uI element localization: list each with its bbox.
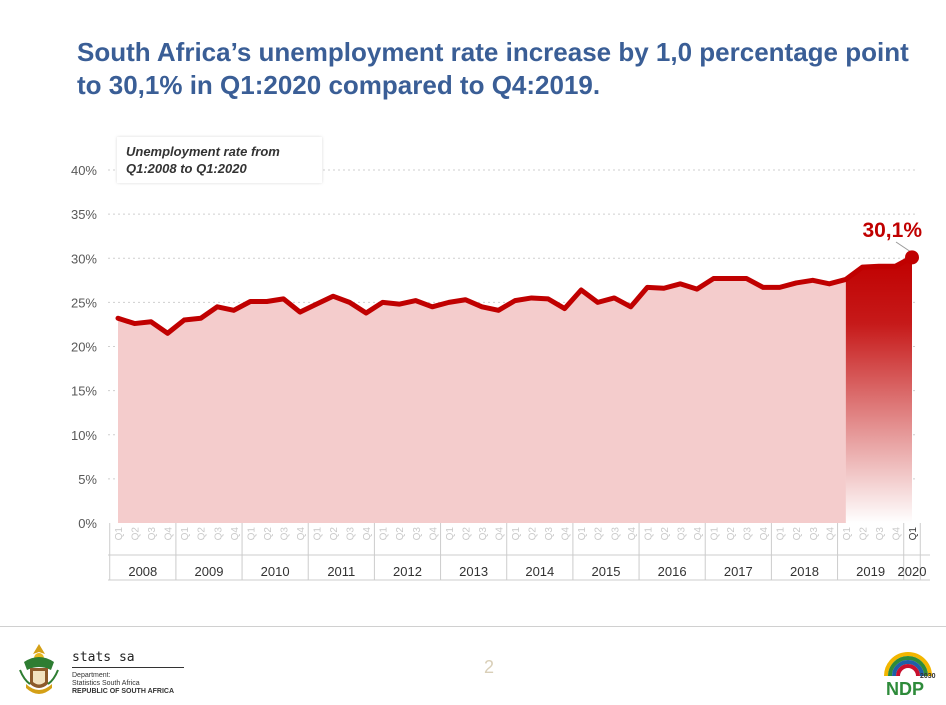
page-title: South Africa’s unemployment rate increas… bbox=[77, 37, 909, 100]
ndp-year: 2030 bbox=[920, 673, 936, 680]
x-year-label: 2017 bbox=[724, 564, 753, 579]
x-year-label: 2012 bbox=[393, 564, 422, 579]
series-line-group: 30,1% bbox=[115, 219, 922, 336]
x-year-label: 2009 bbox=[195, 564, 224, 579]
stats-sa-brand: stats sa bbox=[72, 650, 135, 665]
y-tick-label: 35% bbox=[71, 207, 97, 222]
x-quarter-label: Q4 bbox=[164, 527, 175, 541]
callout-leader bbox=[895, 241, 911, 252]
x-quarter-label: Q3 bbox=[412, 527, 423, 541]
last-point-marker bbox=[905, 250, 919, 265]
y-tick-label: 20% bbox=[71, 340, 97, 355]
x-year-label: 2016 bbox=[658, 564, 687, 579]
x-quarter-label: Q4 bbox=[825, 527, 836, 541]
x-quarter-label: Q3 bbox=[478, 527, 489, 541]
x-quarter-label: Q3 bbox=[610, 527, 621, 541]
x-quarter-label: Q4 bbox=[230, 527, 241, 541]
y-tick-label: 30% bbox=[71, 251, 97, 266]
y-tick-label: 25% bbox=[71, 295, 97, 310]
x-quarter-label: Q3 bbox=[147, 527, 158, 541]
x-quarter-label: Q2 bbox=[528, 527, 539, 541]
highlight-area bbox=[845, 257, 912, 523]
x-quarter-label: Q1 bbox=[445, 527, 456, 541]
x-quarter-label: Q3 bbox=[809, 527, 820, 541]
x-quarter-label: Q1 bbox=[511, 527, 522, 541]
x-quarter-label: Q4 bbox=[891, 527, 902, 541]
x-quarter-label: Q4 bbox=[296, 527, 307, 541]
unemployment-chart: 0% 5% 10% 15% 20% 25% 30% 35% 40% Q1 Q2 Q3 Q4 Q1 Q2 Q3… bbox=[71, 163, 930, 581]
x-quarter-label: Q3 bbox=[743, 527, 754, 541]
x-quarter-label: Q1 bbox=[313, 527, 324, 541]
x-quarter-label: Q4 bbox=[494, 527, 505, 541]
dept-line2: Statistics South Africa bbox=[72, 680, 140, 687]
area-fill bbox=[118, 257, 912, 523]
x-quarter-label: Q4 bbox=[561, 527, 572, 541]
series-line bbox=[115, 254, 915, 336]
x-quarter-label: Q2 bbox=[792, 527, 803, 541]
x-quarter-label: Q2 bbox=[660, 527, 671, 541]
x-quarter-label: Q2 bbox=[594, 527, 605, 541]
chart-note-line1: Unemployment rate from bbox=[126, 144, 280, 159]
x-quarter-label: Q2 bbox=[263, 527, 274, 541]
x-quarter-label: Q3 bbox=[346, 527, 357, 541]
coat-of-arms-logo bbox=[19, 644, 59, 694]
x-year-label: 2020 bbox=[898, 564, 927, 579]
x-year-label: 2015 bbox=[592, 564, 621, 579]
x-quarter-label: Q1 bbox=[379, 527, 390, 541]
x-quarter-label: Q3 bbox=[279, 527, 290, 541]
x-quarter-label: Q1 bbox=[908, 527, 919, 541]
x-year-label: 2010 bbox=[261, 564, 290, 579]
y-tick-label: 40% bbox=[71, 163, 97, 178]
department-text: Department: Statistics South Africa REPU… bbox=[72, 672, 174, 696]
x-quarter-label: Q4 bbox=[759, 527, 770, 541]
x-quarter-label: Q1 bbox=[114, 527, 125, 541]
x-quarter-label: Q2 bbox=[197, 527, 208, 541]
chart-areas bbox=[118, 257, 912, 523]
x-quarter-label: Q1 bbox=[776, 527, 787, 541]
x-year-label: 2013 bbox=[459, 564, 488, 579]
y-tick-label: 5% bbox=[78, 472, 97, 487]
x-quarter-label: Q1 bbox=[842, 527, 853, 541]
x-quarter-label: Q1 bbox=[710, 527, 721, 541]
dept-line3: REPUBLIC OF SOUTH AFRICA bbox=[72, 688, 175, 695]
y-tick-label: 0% bbox=[78, 516, 97, 531]
ndp-logo: 2030 NDP bbox=[884, 652, 936, 698]
y-axis-labels: 0% 5% 10% 15% 20% 25% 30% 35% 40% bbox=[71, 163, 97, 531]
x-quarter-label: Q4 bbox=[693, 527, 704, 541]
x-quarter-label: Q1 bbox=[643, 527, 654, 541]
x-year-label: 2008 bbox=[128, 564, 157, 579]
x-quarter-label: Q4 bbox=[428, 527, 439, 541]
x-year-label: 2011 bbox=[327, 564, 355, 579]
x-quarter-label: Q3 bbox=[544, 527, 555, 541]
x-quarter-label: Q4 bbox=[362, 527, 373, 541]
x-quarter-label: Q1 bbox=[577, 527, 588, 541]
x-quarter-label: Q2 bbox=[131, 527, 142, 541]
x-year-label: 2019 bbox=[856, 564, 885, 579]
x-quarter-label: Q2 bbox=[395, 527, 406, 541]
ndp-label: NDP bbox=[886, 679, 924, 698]
page-number: 2 bbox=[484, 657, 495, 677]
x-quarter-label: Q3 bbox=[875, 527, 886, 541]
footer-divider bbox=[0, 626, 946, 627]
x-quarter-label: Q2 bbox=[858, 527, 869, 541]
y-tick-label: 15% bbox=[71, 384, 97, 399]
x-year-label: 2014 bbox=[525, 564, 554, 579]
dept-line1: Department: bbox=[72, 672, 111, 679]
x-quarter-label: Q1 bbox=[180, 527, 191, 541]
x-quarter-label: Q2 bbox=[329, 527, 340, 541]
x-year-label: 2018 bbox=[790, 564, 819, 579]
chart-note-line2: Q1:2008 to Q1:2020 bbox=[126, 161, 247, 176]
chart-note: Unemployment rate from Q1:2008 to Q1:202… bbox=[117, 137, 322, 183]
x-axis: Q1 Q2 Q3 Q4 Q1 Q2 Q3 Q4 Q1 Q2 Q3 Q4 Q1 Q2 Q3 Q4 Q1 Q2 Q3 Q4… bbox=[108, 523, 930, 581]
x-quarter-label: Q4 bbox=[627, 527, 638, 541]
x-quarter-label: Q2 bbox=[461, 527, 472, 541]
x-quarter-label: Q3 bbox=[676, 527, 687, 541]
x-quarter-label: Q2 bbox=[726, 527, 737, 541]
brand-rule bbox=[72, 667, 184, 668]
x-quarter-label: Q1 bbox=[246, 527, 257, 541]
x-quarter-label: Q3 bbox=[213, 527, 224, 541]
y-tick-label: 10% bbox=[71, 428, 97, 443]
highlight-value-label: 30,1% bbox=[862, 219, 922, 242]
